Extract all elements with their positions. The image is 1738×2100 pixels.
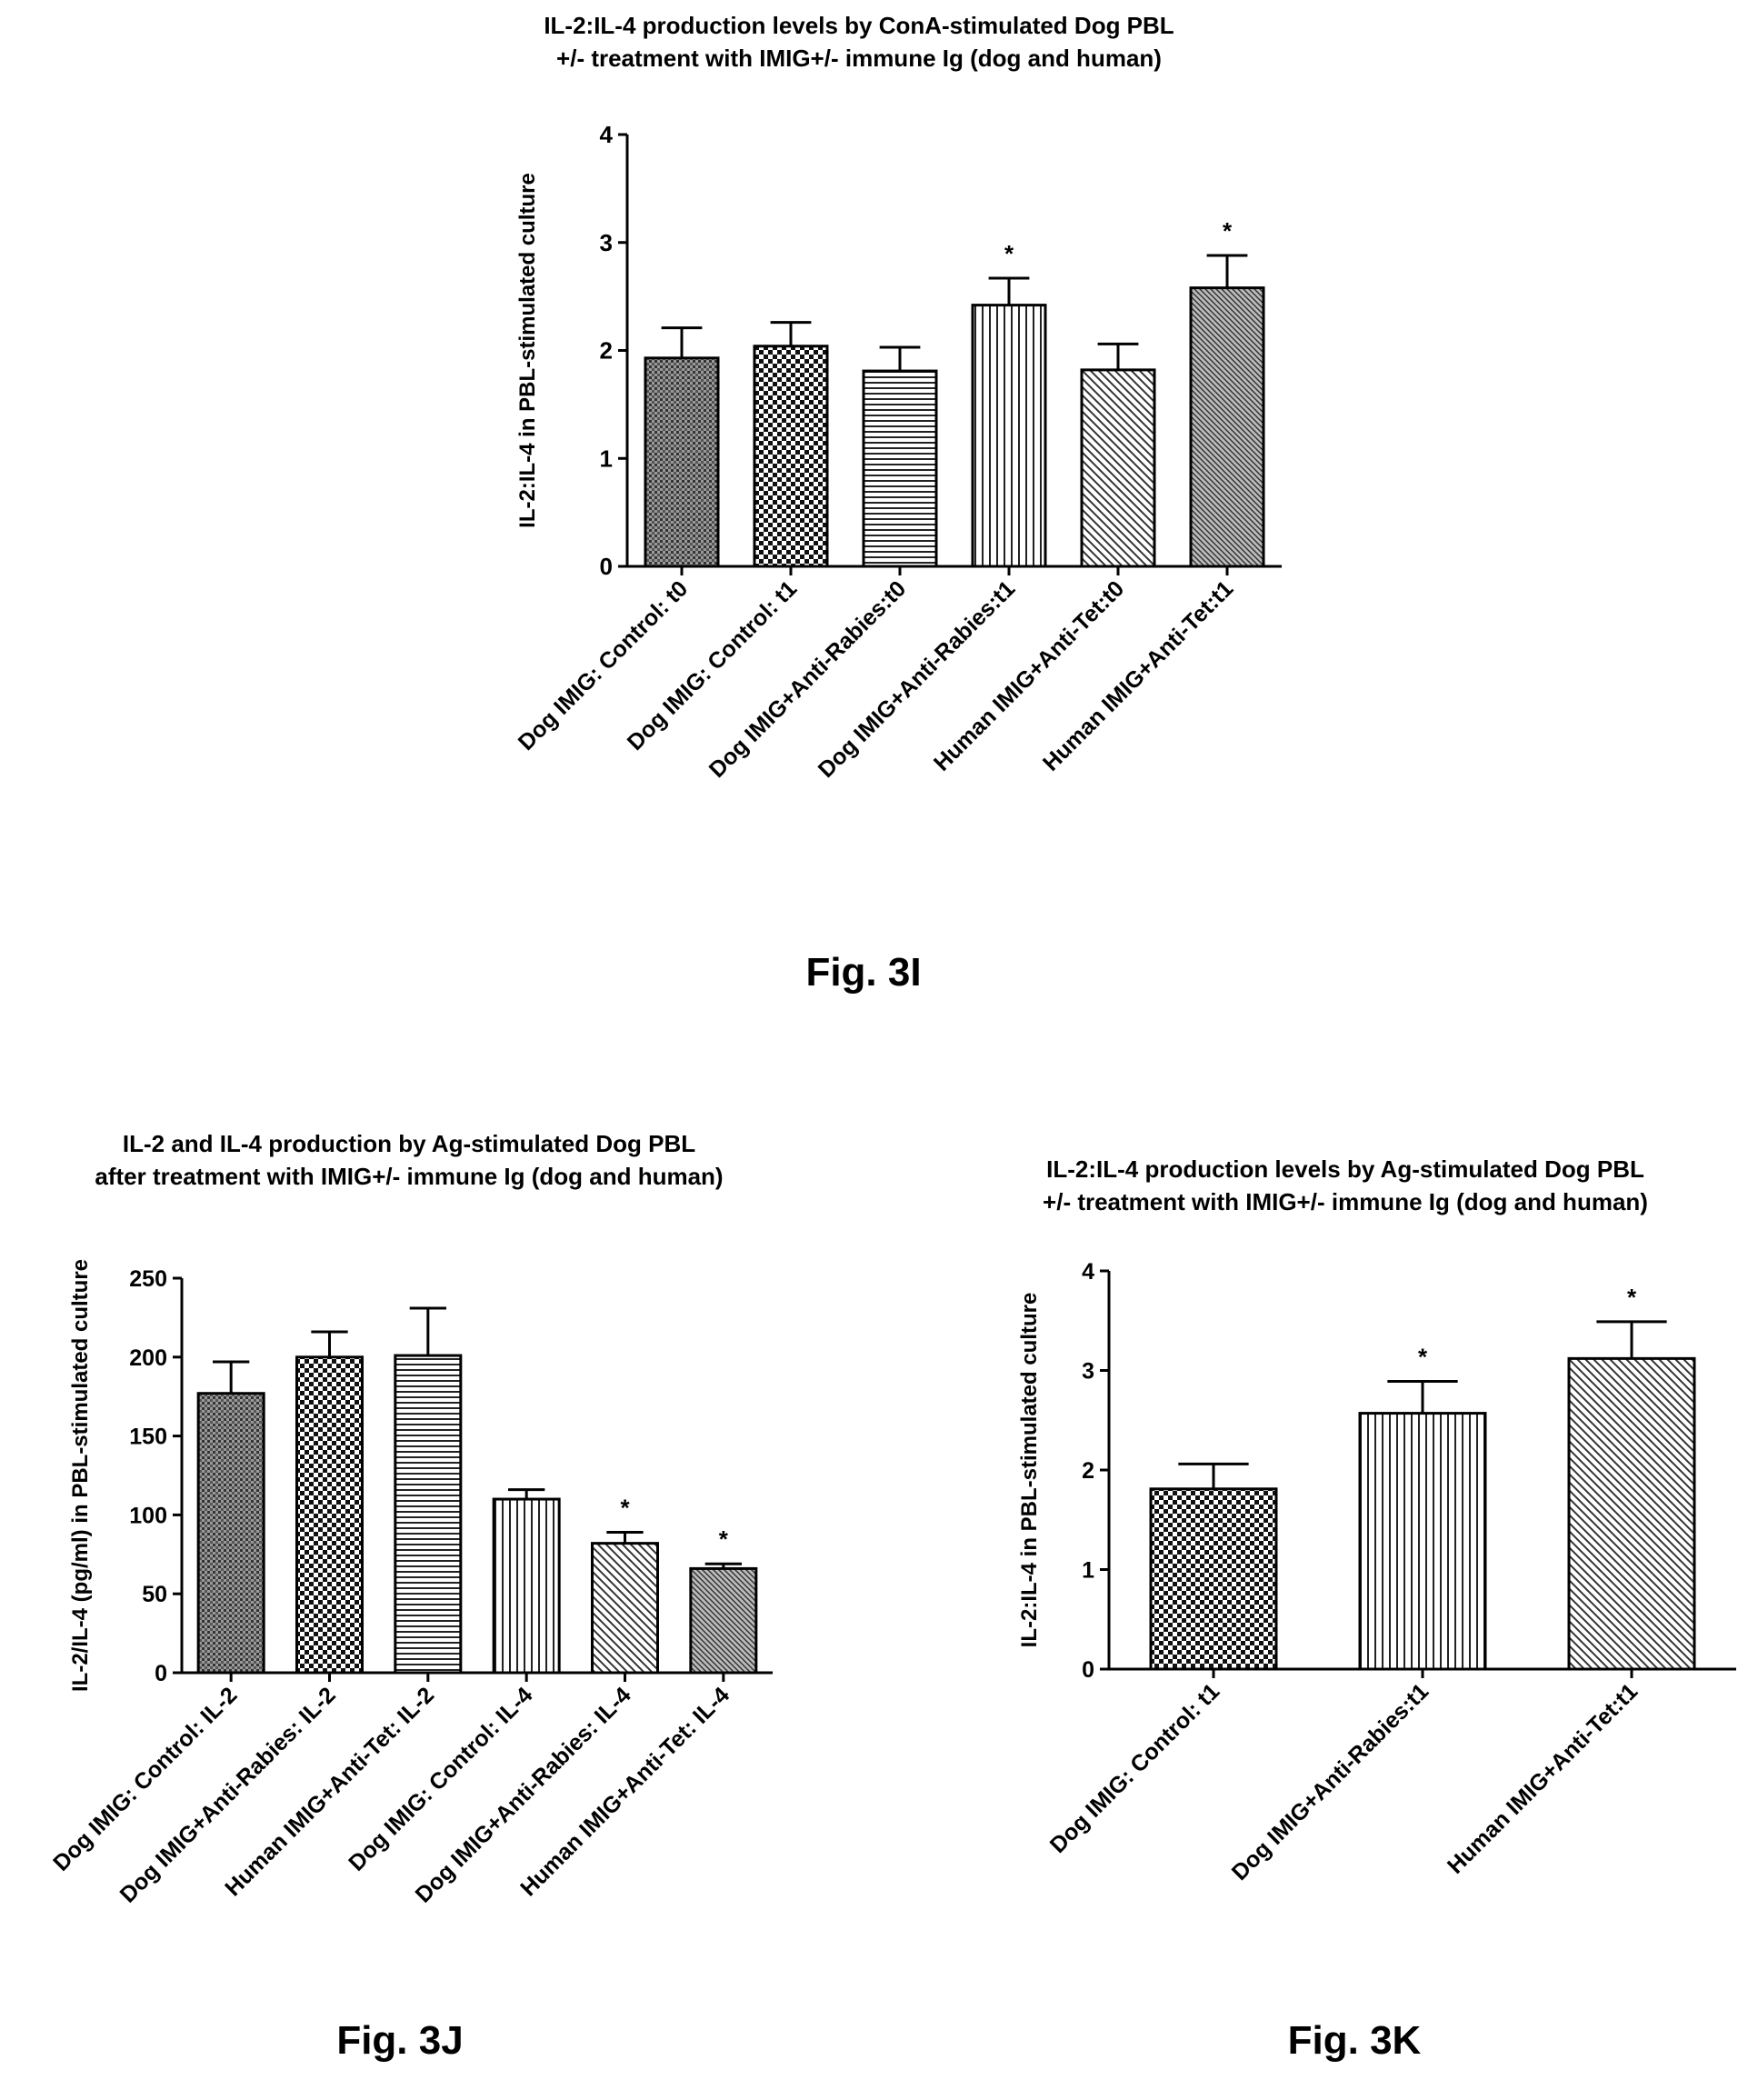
bar <box>1358 1412 1487 1671</box>
figure-3i: IL-2:IL-4 production levels by ConA-stim… <box>0 0 1738 1018</box>
x-tick-label: Dog IMIG+Anti-Rabies:t0 <box>704 575 912 783</box>
significance-marker: * <box>620 1494 630 1521</box>
y-tick-label: 4 <box>600 121 614 148</box>
bar <box>492 1497 561 1675</box>
bar <box>971 304 1047 568</box>
figure-3j: IL-2 and IL-4 production by Ag-stimulate… <box>0 1118 869 2100</box>
x-tick-label: Human IMIG+Anti-Tet:t0 <box>929 575 1129 775</box>
figure-3k-label: Fig. 3K <box>1287 2018 1422 2063</box>
x-tick-label: Dog IMIG+Anti-Rabies: IL-4 <box>411 1682 636 1907</box>
y-tick-label: 100 <box>129 1503 167 1528</box>
bar <box>644 356 720 568</box>
bar <box>1189 286 1265 568</box>
y-tick-label: 200 <box>129 1345 167 1371</box>
x-tick-label: Dog IMIG+Anti-Rabies:t1 <box>814 575 1021 783</box>
x-tick-label: Human IMIG+Anti-Tet: IL-2 <box>220 1682 439 1901</box>
y-tick-label: 1 <box>1082 1558 1094 1584</box>
y-tick-label: 0 <box>1082 1657 1094 1683</box>
figure-3k: IL-2:IL-4 production levels by Ag-stimul… <box>945 1136 1738 2100</box>
chart-3k: 0 1 2 3 4 IL-2:IL-4 in PBL-stimulated culture… <box>1017 1259 1736 1885</box>
chart-3k-title-line-2: +/- treatment with IMIG+/- immune Ig (do… <box>1043 1188 1648 1215</box>
chart-3i-title-line-2: +/- treatment with IMIG+/- immune Ig (do… <box>556 45 1162 72</box>
x-tick-label: Dog IMIG: Control: IL-2 <box>48 1682 242 1875</box>
x-tick-label: Human IMIG+Anti-Tet: IL-4 <box>515 1682 734 1901</box>
bar <box>591 1542 659 1675</box>
chart-3j-title: IL-2 and IL-4 production by Ag-stimulate… <box>18 1127 800 1193</box>
bar <box>1080 368 1156 568</box>
x-tick-label: Dog IMIG+Anti-Rabies: IL-2 <box>115 1682 341 1907</box>
chart-3k-title: IL-2:IL-4 production levels by Ag-stimul… <box>964 1153 1727 1218</box>
bar <box>1149 1487 1278 1671</box>
chart-3i: 0 1 2 3 4 IL-2:IL-4 in PBL-stimulated culture… <box>514 121 1282 783</box>
significance-marker: * <box>1223 217 1233 245</box>
bar <box>689 1566 758 1675</box>
x-tick-label: Human IMIG+Anti-Tet:t1 <box>1443 1678 1643 1878</box>
y-tick-label: 0 <box>155 1661 167 1686</box>
significance-marker: * <box>1418 1344 1428 1371</box>
y-tick-label: 0 <box>600 553 613 580</box>
y-tick-label: 4 <box>1082 1259 1094 1285</box>
x-tick-label: Dog IMIG: Control: t1 <box>1045 1678 1225 1858</box>
x-tick-label: Dog IMIG: Control: IL-4 <box>344 1682 537 1875</box>
y-axis-label: IL-2:IL-4 in PBL-stimulated culture <box>1017 1293 1042 1648</box>
bar <box>394 1354 463 1675</box>
y-axis-label: IL-2/IL-4 (pg/ml) in PBL-stimulated cult… <box>68 1259 93 1692</box>
significance-marker: * <box>719 1525 729 1553</box>
bar <box>196 1392 265 1675</box>
x-tick-label: Human IMIG+Anti-Tet:t1 <box>1038 575 1238 775</box>
chart-3j-title-line-1: IL-2 and IL-4 production by Ag-stimulate… <box>122 1130 696 1157</box>
y-tick-label: 50 <box>142 1582 167 1607</box>
y-tick-label: 3 <box>1082 1359 1094 1385</box>
x-tick-label: Dog IMIG+Anti-Rabies:t1 <box>1227 1678 1434 1885</box>
y-tick-label: 150 <box>129 1425 167 1450</box>
y-tick-label: 1 <box>600 445 613 472</box>
bar <box>753 345 829 568</box>
bar <box>1567 1356 1696 1671</box>
chart-3i-title-line-1: IL-2:IL-4 production levels by ConA-stim… <box>544 12 1174 39</box>
chart-3j: 0 50 100 150 200 250 IL-2/IL-4 (pg/ml) in PBL-… <box>48 1259 773 1908</box>
bar <box>295 1355 364 1675</box>
bar <box>862 369 938 568</box>
significance-marker: * <box>1004 240 1014 267</box>
chart-3i-title: IL-2:IL-4 production levels by ConA-stim… <box>345 9 1373 75</box>
y-axis-label: IL-2:IL-4 in PBL-stimulated culture <box>515 173 540 528</box>
chart-3k-title-line-1: IL-2:IL-4 production levels by Ag-stimul… <box>1046 1155 1644 1183</box>
y-tick-label: 2 <box>600 337 613 365</box>
significance-marker: * <box>1627 1284 1637 1311</box>
figure-3i-label: Fig. 3I <box>805 950 922 995</box>
y-tick-label: 2 <box>1082 1458 1094 1484</box>
y-tick-label: 250 <box>129 1266 167 1292</box>
chart-3j-title-line-2: after treatment with IMIG+/- immune Ig (… <box>95 1163 724 1190</box>
figure-3j-label: Fig. 3J <box>336 2018 464 2063</box>
y-tick-label: 3 <box>600 229 613 256</box>
